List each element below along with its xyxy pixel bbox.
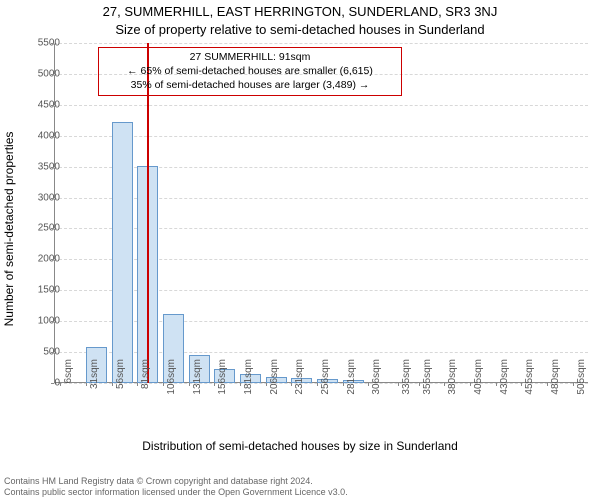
xtick-label: 131sqm [192, 359, 203, 419]
gridline [54, 352, 588, 353]
ytick-label: 500 [20, 347, 60, 358]
ytick-label: 1500 [20, 285, 60, 296]
gridline [54, 43, 588, 44]
gridline [54, 228, 588, 229]
xtick-label: 256sqm [320, 359, 331, 419]
gridline [54, 105, 588, 106]
xtick-mark [496, 383, 497, 386]
ytick-label: 2000 [20, 254, 60, 265]
xtick-label: 281sqm [346, 359, 357, 419]
gridline [54, 167, 588, 168]
y-axis-label: Number of semi-detached properties [2, 39, 16, 419]
xtick-label: 380sqm [447, 359, 458, 419]
ytick-mark [51, 290, 54, 291]
ytick-label: 4000 [20, 130, 60, 141]
xtick-mark [189, 383, 190, 386]
gridline [54, 290, 588, 291]
chart-area: Number of semi-detached properties 27 SU… [0, 39, 600, 465]
xtick-label: 56sqm [115, 359, 126, 419]
ytick-mark [51, 136, 54, 137]
xtick-label: 81sqm [140, 359, 151, 419]
xtick-mark [419, 383, 420, 386]
xtick-mark [291, 383, 292, 386]
ytick-label: 0 [20, 378, 60, 389]
xtick-label: 306sqm [371, 359, 382, 419]
annotation-box: 27 SUMMERHILL: 91sqm← 65% of semi-detach… [98, 47, 402, 96]
ytick-label: 5500 [20, 38, 60, 49]
ytick-mark [51, 228, 54, 229]
ytick-label: 3500 [20, 161, 60, 172]
xtick-label: 106sqm [166, 359, 177, 419]
ytick-mark [51, 43, 54, 44]
xtick-mark [343, 383, 344, 386]
xtick-mark [521, 383, 522, 386]
attribution-footer: Contains HM Land Registry data © Crown c… [4, 476, 348, 499]
xtick-mark [470, 383, 471, 386]
ytick-mark [51, 383, 54, 384]
plot-region: 27 SUMMERHILL: 91sqm← 65% of semi-detach… [54, 43, 588, 383]
xtick-label: 355sqm [422, 359, 433, 419]
xtick-label: 156sqm [217, 359, 228, 419]
xtick-label: 480sqm [550, 359, 561, 419]
xtick-mark [547, 383, 548, 386]
xtick-label: 206sqm [269, 359, 280, 419]
xtick-mark [137, 383, 138, 386]
ytick-label: 4500 [20, 99, 60, 110]
chart-subtitle: Size of property relative to semi-detach… [0, 22, 600, 37]
xtick-label: 430sqm [499, 359, 510, 419]
xtick-mark [266, 383, 267, 386]
ytick-label: 5000 [20, 68, 60, 79]
ytick-mark [51, 352, 54, 353]
annotation-line: 35% of semi-detached houses are larger (… [105, 78, 395, 92]
annotation-line: 27 SUMMERHILL: 91sqm [105, 50, 395, 64]
ytick-mark [51, 259, 54, 260]
ytick-label: 3000 [20, 192, 60, 203]
xtick-mark [573, 383, 574, 386]
gridline [54, 259, 588, 260]
xtick-label: 405sqm [473, 359, 484, 419]
xtick-label: 31sqm [89, 359, 100, 419]
xtick-mark [214, 383, 215, 386]
x-axis-label: Distribution of semi-detached houses by … [0, 439, 600, 453]
xtick-mark [112, 383, 113, 386]
ytick-mark [51, 74, 54, 75]
footer-line-1: Contains HM Land Registry data © Crown c… [4, 476, 348, 487]
footer-line-2: Contains public sector information licen… [4, 487, 348, 498]
xtick-mark [163, 383, 164, 386]
ytick-label: 1000 [20, 316, 60, 327]
annotation-line: ← 65% of semi-detached houses are smalle… [105, 64, 395, 78]
xtick-mark [86, 383, 87, 386]
ytick-mark [51, 198, 54, 199]
xtick-mark [60, 383, 61, 386]
xtick-mark [368, 383, 369, 386]
xtick-label: 6sqm [63, 359, 74, 419]
xtick-label: 505sqm [576, 359, 587, 419]
gridline [54, 321, 588, 322]
ytick-mark [51, 167, 54, 168]
ytick-mark [51, 321, 54, 322]
xtick-label: 181sqm [243, 359, 254, 419]
gridline [54, 136, 588, 137]
ytick-label: 2500 [20, 223, 60, 234]
xtick-label: 231sqm [294, 359, 305, 419]
xtick-label: 455sqm [524, 359, 535, 419]
ytick-mark [51, 105, 54, 106]
xtick-mark [240, 383, 241, 386]
xtick-mark [444, 383, 445, 386]
histogram-bar [112, 122, 133, 383]
xtick-label: 335sqm [401, 359, 412, 419]
axis-left [54, 43, 55, 383]
xtick-mark [317, 383, 318, 386]
address-title: 27, SUMMERHILL, EAST HERRINGTON, SUNDERL… [0, 4, 600, 19]
xtick-mark [398, 383, 399, 386]
gridline [54, 198, 588, 199]
